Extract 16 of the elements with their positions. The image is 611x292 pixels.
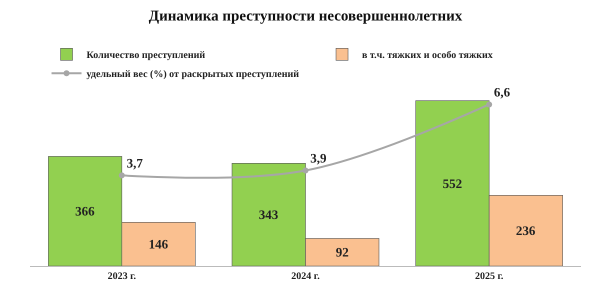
data-label: 236: [516, 223, 536, 238]
legend-label: Количество преступлений: [86, 50, 206, 62]
data-label: 343: [258, 207, 279, 222]
x-tick-label: 2025 г.: [474, 271, 504, 282]
x-tick-label: 2024 г.: [291, 271, 320, 282]
chart-title: Динамика преступности несовершеннолетних: [148, 8, 463, 25]
data-label: 552: [442, 176, 462, 191]
data-label: 146: [148, 236, 169, 252]
data-label: 92: [336, 244, 349, 260]
data-label: 6,6: [494, 84, 511, 100]
data-label: 3,7: [126, 155, 144, 170]
legend-label: в т.ч. тяжких и особо тяжких: [362, 50, 493, 62]
legend-label: удельный вес (%) от раскрытых преступлений: [86, 69, 300, 80]
data-label: 3,9: [310, 150, 327, 166]
x-tick-label: 2023 г.: [108, 271, 137, 282]
data-label: 366: [75, 204, 96, 219]
